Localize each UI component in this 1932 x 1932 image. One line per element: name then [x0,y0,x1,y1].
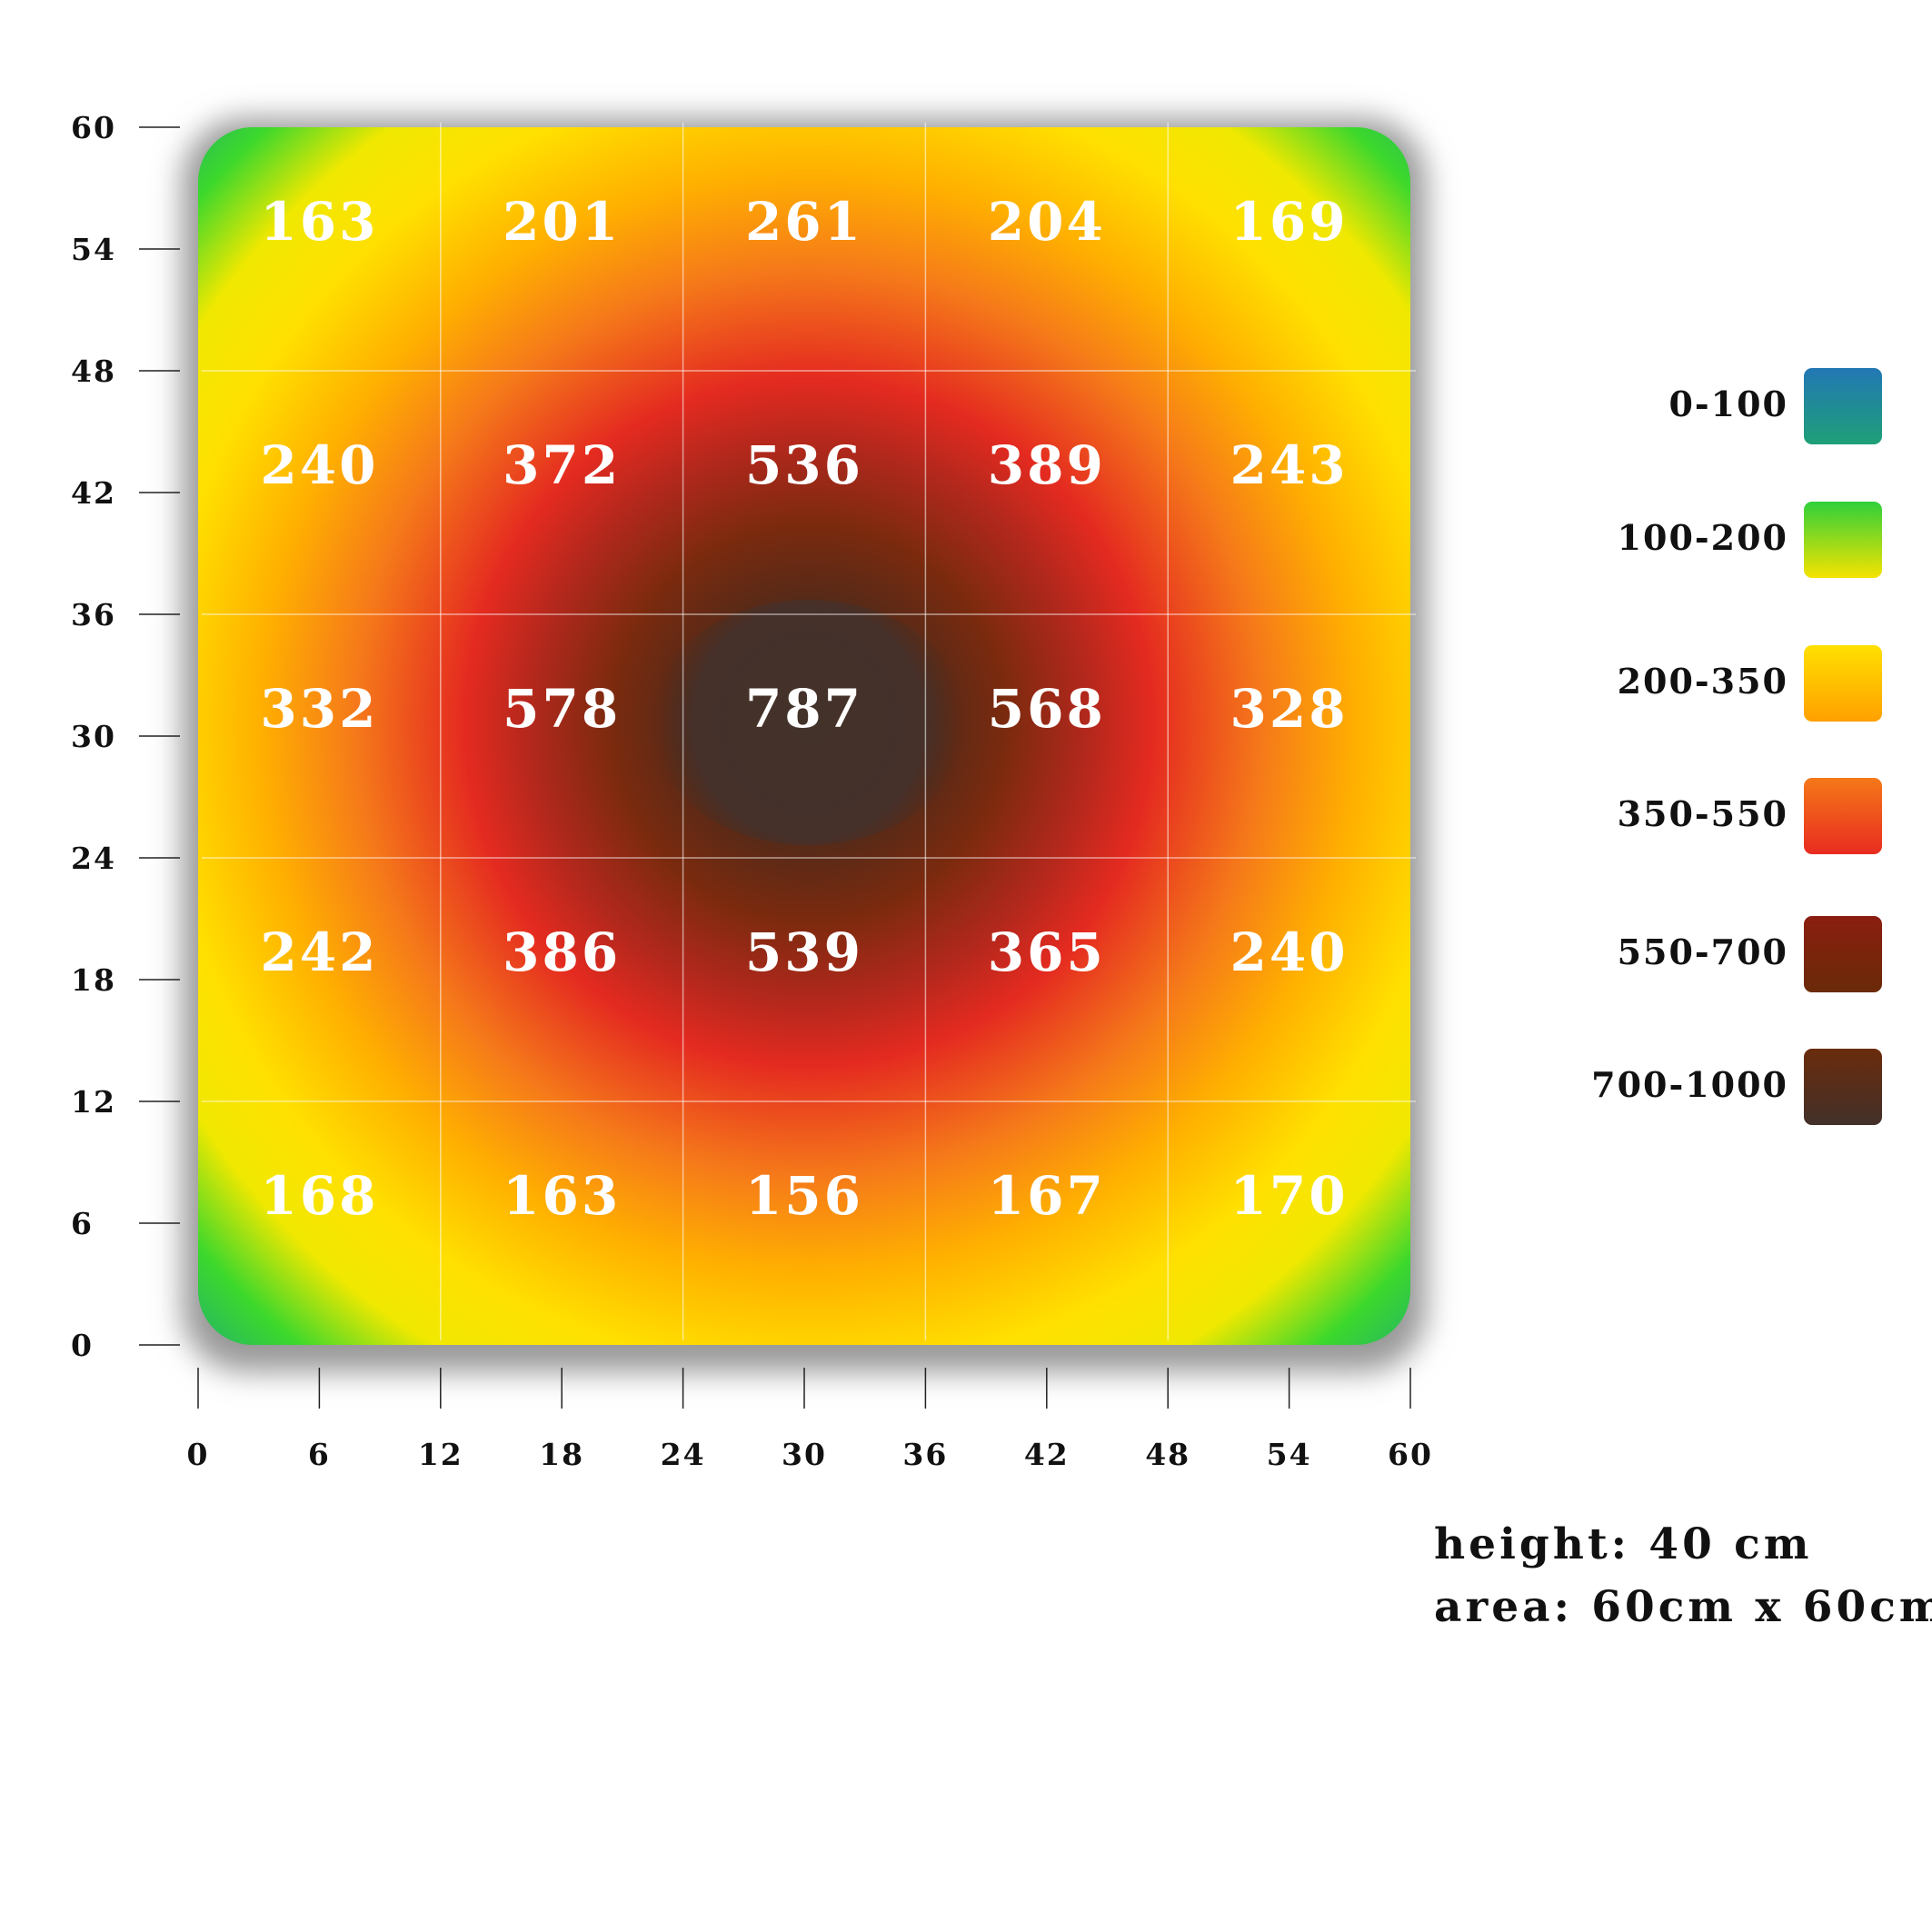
legend-swatch [1804,778,1882,854]
cell-value-label: 536 [745,434,863,496]
x-tick-label: 60 [1388,1437,1433,1472]
x-tick-label: 48 [1145,1437,1190,1472]
cell-value-label: 243 [1230,434,1349,496]
y-tick-label: 48 [71,354,116,389]
cell-value-label: 201 [503,191,621,253]
cell-value-label: 242 [260,921,378,983]
cell-value-label: 240 [260,434,378,496]
cell-value-label: 539 [745,921,863,983]
cell-value-label: 156 [745,1165,863,1227]
grid-lines [202,123,1416,1340]
legend-label: 200-350 [1618,661,1788,702]
legend-swatch [1804,502,1882,578]
legend-label: 550-700 [1618,931,1788,972]
hotspot-core [650,600,968,845]
cell-value-label: 240 [1230,921,1349,983]
legend-label: 700-1000 [1591,1064,1788,1105]
cell-value-label: 261 [745,191,863,253]
y-tick-label: 24 [71,841,116,876]
cell-value-label: 386 [503,921,621,983]
legend-label: 100-200 [1618,517,1788,558]
info-block: height: 40 cm area: 60cm x 60cm [1434,1519,1932,1632]
x-tick-label: 54 [1267,1437,1312,1472]
x-tick-label: 30 [782,1437,827,1472]
x-tick-label: 42 [1024,1437,1070,1472]
heat-field [198,127,1410,1345]
cell-value-label: 163 [503,1165,621,1227]
cell-value-label: 568 [988,678,1106,740]
cell-value-label: 168 [260,1165,378,1227]
cell-value-label: 170 [1230,1165,1349,1227]
cell-values: 163 201 261 204 169 240 372 536 389 243 332 578 787 5… [260,191,1349,1227]
y-tick-label: 6 [71,1206,94,1241]
x-tick-label: 6 [308,1437,331,1472]
x-axis: 0 6 12 18 24 30 36 42 48 54 60 [187,1368,1433,1472]
y-tick-label: 36 [71,597,116,632]
cell-value-label: 163 [260,191,378,253]
y-tick-label: 42 [71,475,116,511]
cell-value-label: 787 [745,678,863,740]
y-tick-label: 54 [71,232,116,267]
legend: 0-100 100-200 200-350 350-550 550-700 700-100… [1591,368,1882,1125]
x-tick-label: 18 [539,1437,584,1472]
cell-value-label: 389 [988,434,1106,496]
y-tick-label: 12 [71,1084,116,1120]
y-axis: 0 6 12 18 24 30 36 42 48 54 60 [71,110,180,1363]
y-tick-label: 18 [71,962,116,998]
legend-label: 0-100 [1668,383,1788,424]
cell-value-label: 332 [260,678,378,740]
height-annotation: height: 40 cm [1434,1519,1813,1569]
cell-value-label: 169 [1230,191,1349,253]
x-tick-label: 36 [902,1437,948,1472]
legend-swatch [1804,1049,1882,1125]
legend-swatch [1804,916,1882,992]
cell-value-label: 167 [988,1165,1106,1227]
y-tick-label: 60 [71,110,116,145]
cell-value-label: 372 [503,434,621,496]
legend-swatch [1804,368,1882,444]
cell-value-label: 365 [988,921,1106,983]
x-tick-label: 24 [661,1437,706,1472]
x-tick-label: 12 [418,1437,463,1472]
cell-value-label: 328 [1230,678,1349,740]
x-tick-label: 0 [187,1437,210,1472]
y-tick-label: 30 [71,719,116,754]
legend-label: 350-550 [1618,793,1788,834]
legend-swatch [1804,645,1882,722]
y-tick-label: 0 [71,1328,94,1363]
cell-value-label: 578 [503,678,621,740]
area-annotation: area: 60cm x 60cm [1434,1582,1932,1632]
cell-value-label: 204 [988,191,1106,253]
